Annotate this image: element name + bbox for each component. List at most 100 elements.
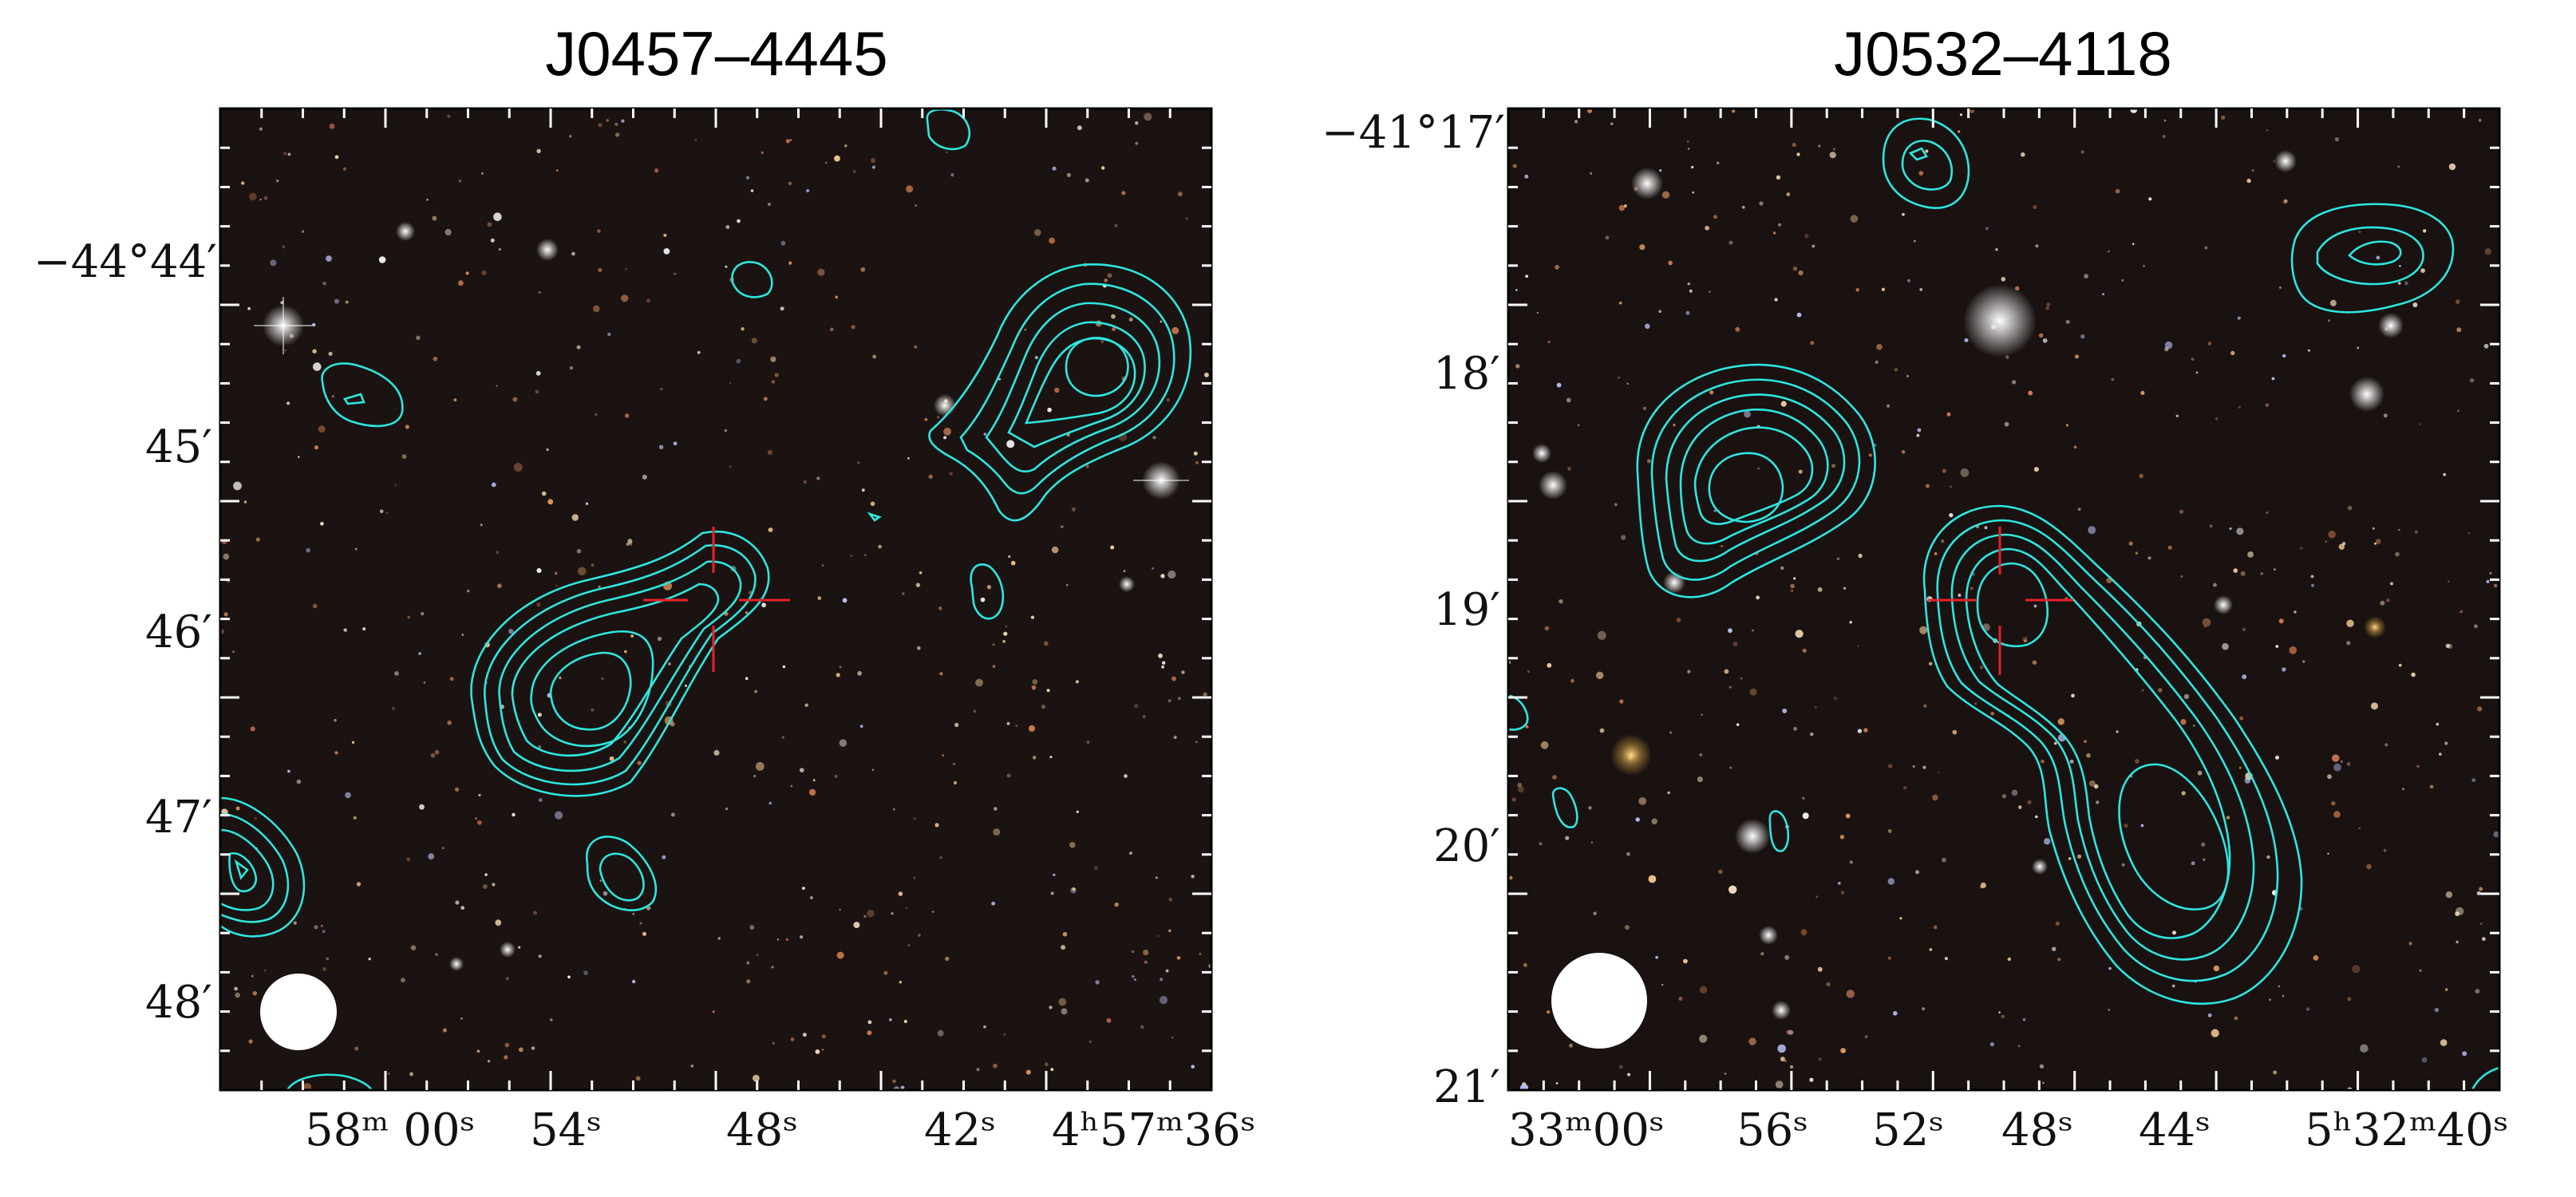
background-source xyxy=(934,823,939,828)
background-source xyxy=(2068,857,2072,860)
background-source xyxy=(2475,989,2480,994)
background-source xyxy=(1134,704,1139,708)
background-source xyxy=(1106,1017,1112,1023)
background-source xyxy=(1049,756,1053,759)
background-source xyxy=(768,801,772,805)
background-source xyxy=(287,152,291,156)
background-source xyxy=(2148,197,2152,201)
background-source xyxy=(657,636,662,642)
background-source xyxy=(1193,451,1198,456)
background-source xyxy=(835,295,838,299)
background-source xyxy=(1162,661,1166,665)
background-source xyxy=(642,474,647,480)
background-source xyxy=(1744,410,1751,418)
background-source xyxy=(1062,931,1068,937)
background-source xyxy=(928,474,933,479)
background-source xyxy=(455,900,460,905)
background-source xyxy=(1804,234,1809,239)
background-source xyxy=(630,634,634,638)
background-source xyxy=(1780,401,1787,407)
background-source xyxy=(606,119,609,122)
background-source xyxy=(1857,645,1859,647)
background-source xyxy=(788,181,792,186)
background-source xyxy=(1010,560,1016,566)
background-source xyxy=(2132,243,2135,246)
background-source xyxy=(1006,773,1011,778)
background-source xyxy=(2080,334,2085,339)
background-source xyxy=(1646,459,1651,464)
background-source xyxy=(1618,377,1620,379)
background-source xyxy=(1789,1065,1794,1069)
background-source xyxy=(2080,150,2084,154)
background-source xyxy=(535,370,541,376)
background-source xyxy=(1661,983,1664,986)
background-source xyxy=(2057,958,2061,962)
background-source xyxy=(915,583,921,587)
background-source xyxy=(1944,957,1948,961)
background-source xyxy=(768,203,771,206)
background-source xyxy=(1152,567,1154,570)
background-source xyxy=(2445,643,2451,649)
ra-tick-label: 5ʰ32ᵐ40ˢ xyxy=(2305,1104,2509,1156)
background-source xyxy=(2274,568,2276,571)
background-source xyxy=(623,740,627,744)
background-source xyxy=(771,966,774,969)
background-source xyxy=(249,192,257,201)
background-source xyxy=(345,300,349,304)
background-source xyxy=(1593,911,1597,915)
background-source xyxy=(2346,641,2351,646)
background-source xyxy=(356,882,362,887)
background-source xyxy=(1729,766,1732,769)
background-source xyxy=(2018,805,2022,809)
background-source xyxy=(994,807,998,811)
background-source xyxy=(2459,610,2463,614)
background-source xyxy=(538,798,543,803)
background-source xyxy=(900,1085,905,1090)
background-source xyxy=(255,537,260,542)
background-source xyxy=(2237,316,2241,320)
background-source xyxy=(1774,298,1778,302)
background-source xyxy=(2128,541,2133,546)
background-source xyxy=(1692,191,1695,194)
background-source xyxy=(2439,753,2442,756)
background-source xyxy=(834,155,840,162)
background-source xyxy=(276,179,279,183)
background-source xyxy=(2251,169,2254,172)
background-source xyxy=(576,548,582,554)
background-source xyxy=(1028,725,1036,732)
background-source xyxy=(460,906,465,910)
background-source xyxy=(1840,891,1845,895)
background-source xyxy=(1053,873,1056,876)
background-source xyxy=(2021,152,2025,157)
background-source xyxy=(993,1063,998,1069)
background-source xyxy=(1724,1073,1727,1075)
background-source xyxy=(1718,869,1723,875)
background-source xyxy=(621,294,629,302)
background-source xyxy=(1032,756,1037,760)
background-source xyxy=(504,1055,508,1060)
background-source xyxy=(1901,450,1906,454)
background-source xyxy=(2139,473,2143,479)
background-source xyxy=(263,196,268,200)
background-source xyxy=(1932,794,1938,801)
background-source xyxy=(626,542,630,546)
background-source xyxy=(646,298,650,303)
background-source xyxy=(1049,237,1055,244)
background-source xyxy=(2360,1044,2369,1053)
background-source xyxy=(1836,557,1840,561)
dec-tick-label: 19′ xyxy=(1433,584,1500,636)
background-source xyxy=(2455,907,2464,915)
background-source xyxy=(454,787,460,792)
background-source xyxy=(2073,445,2077,449)
background-source xyxy=(2346,762,2351,766)
background-source xyxy=(418,652,421,655)
background-source xyxy=(1667,791,1670,795)
background-source xyxy=(736,358,741,364)
background-source xyxy=(1515,364,1520,369)
background-source xyxy=(476,1049,480,1053)
background-source xyxy=(893,808,895,811)
background-source xyxy=(1024,328,1027,331)
background-source xyxy=(998,377,1002,381)
background-source xyxy=(1902,212,1905,216)
background-source xyxy=(351,741,355,745)
